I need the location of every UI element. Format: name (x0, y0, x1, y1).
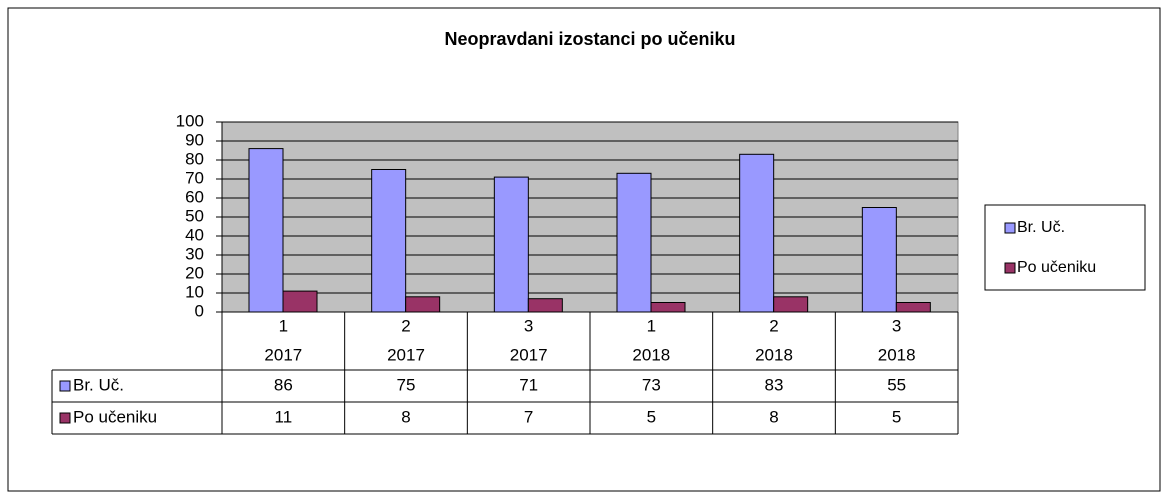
table-value: 7 (524, 407, 533, 426)
legend-key (1004, 262, 1016, 274)
bar (895, 302, 931, 313)
bar (773, 296, 809, 313)
bar (371, 169, 407, 313)
legend-label: Po učeniku (1017, 259, 1096, 276)
x-tick-label: 2017 (510, 345, 548, 364)
x-tick-label: 2018 (755, 345, 793, 364)
bar (493, 176, 529, 313)
bar (405, 296, 441, 313)
legend-key (1004, 222, 1016, 234)
table-value: 8 (401, 407, 410, 426)
table-value: 55 (887, 375, 906, 394)
x-tick-label: 2018 (632, 345, 670, 364)
table-value: 71 (519, 375, 538, 394)
table-row-label: Br. Uč. (73, 375, 124, 394)
y-tick-label: 40 (185, 225, 204, 244)
legend-label: Br. Uč. (1017, 219, 1065, 236)
bar (650, 302, 686, 313)
table-value: 73 (642, 375, 661, 394)
table-legend-key (59, 412, 71, 424)
x-tick-label: 2 (401, 316, 410, 335)
y-tick-label: 70 (185, 168, 204, 187)
y-tick-label: 20 (185, 263, 204, 282)
table-value: 75 (397, 375, 416, 394)
table-value: 86 (274, 375, 293, 394)
y-tick-label: 30 (185, 244, 204, 263)
y-tick-label: 80 (185, 149, 204, 168)
bar (861, 207, 897, 313)
bar (282, 290, 318, 313)
x-tick-label: 2018 (878, 345, 916, 364)
table-value: 11 (275, 407, 293, 426)
x-tick-label: 1 (647, 316, 656, 335)
x-tick-label: 2 (769, 316, 778, 335)
table-row-label: Po učeniku (73, 407, 157, 426)
x-tick-label: 2017 (387, 345, 425, 364)
x-tick-label: 3 (524, 316, 533, 335)
bar (739, 153, 775, 313)
bar (616, 172, 652, 313)
legend-box (984, 204, 1146, 291)
bar (527, 298, 563, 313)
table-legend-key (59, 380, 71, 392)
table-value: 5 (647, 407, 656, 426)
chart-title: Neopravdani izostanci po učeniku (444, 29, 735, 49)
x-tick-label: 2017 (264, 345, 302, 364)
table-value: 8 (769, 407, 778, 426)
table-value: 5 (892, 407, 901, 426)
y-tick-label: 10 (185, 282, 204, 301)
y-tick-label: 0 (195, 301, 204, 320)
y-tick-label: 60 (185, 187, 204, 206)
bar (248, 148, 284, 313)
y-tick-label: 100 (176, 111, 204, 130)
y-tick-label: 50 (185, 206, 204, 225)
x-tick-label: 1 (279, 316, 288, 335)
y-tick-label: 90 (185, 130, 204, 149)
table-value: 83 (765, 375, 784, 394)
x-tick-label: 3 (892, 316, 901, 335)
